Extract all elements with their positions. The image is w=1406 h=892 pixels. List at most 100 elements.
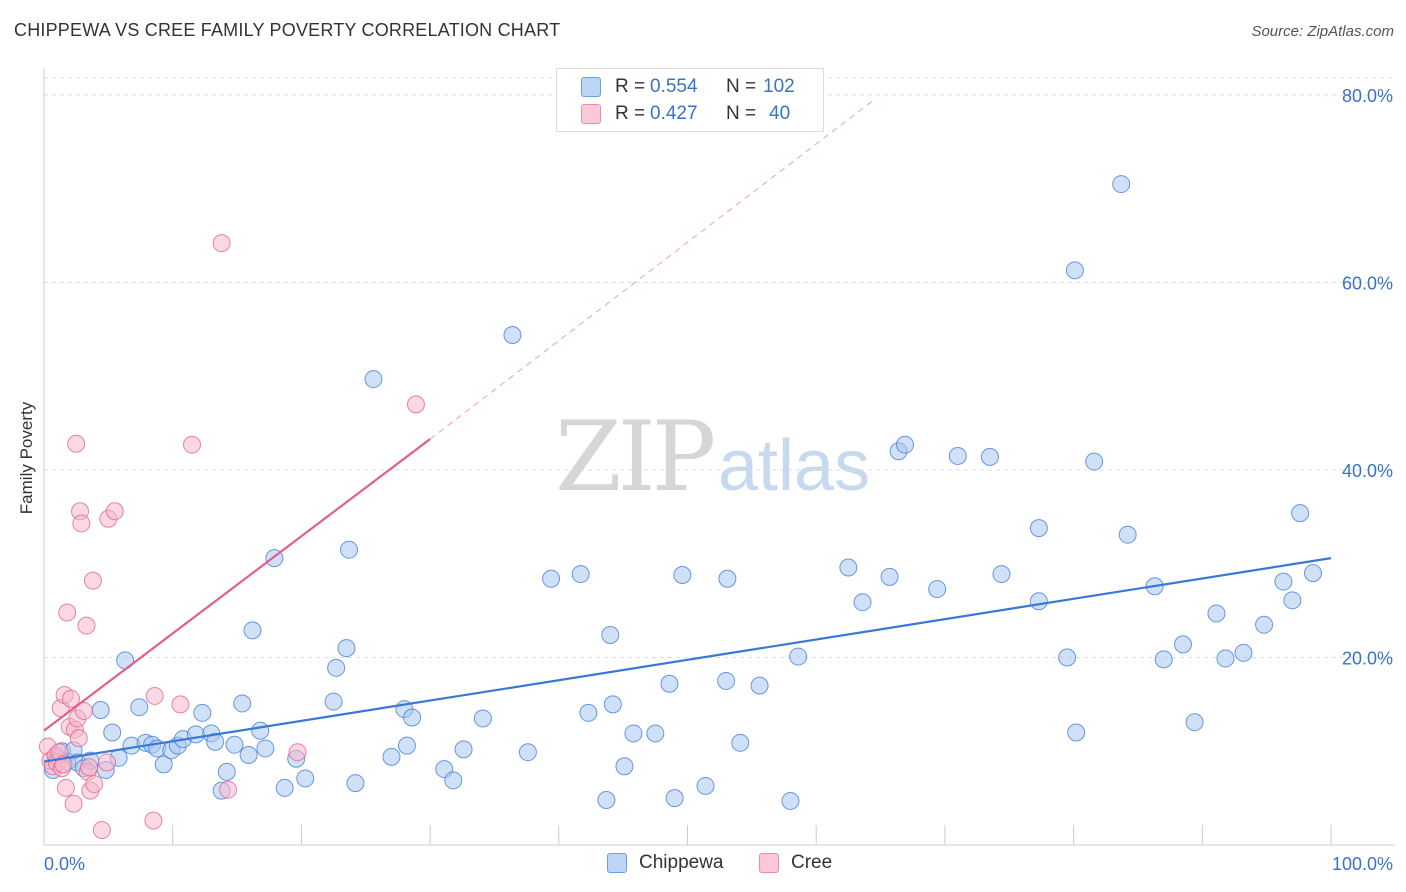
bottom-legend-label-cree: Cree [791,852,833,873]
point-chippewa [327,658,346,677]
point-chippewa [243,621,262,640]
point-chippewa [579,703,598,722]
point-chippewa [337,639,356,658]
point-chippewa [324,692,343,711]
point-cree [69,729,88,748]
legend-n-label: N = [726,103,757,124]
point-chippewa [928,580,947,599]
point-chippewa [853,593,872,612]
legend-swatch-cree [581,104,601,124]
point-chippewa [239,746,258,764]
legend-r-value: 0.427 [650,103,698,124]
point-cree [219,780,238,799]
bottom-legend-label-chippewa: Chippewa [639,852,724,873]
point-chippewa [992,565,1011,584]
point-chippewa [673,566,692,584]
point-chippewa [603,695,622,714]
point-chippewa [397,736,416,755]
point-chippewa [660,674,679,693]
point-cree [144,811,163,830]
watermark-zip: ZIP [555,401,714,513]
point-chippewa [217,762,236,781]
watermark-atlas: atlas [718,426,870,506]
point-chippewa [1283,591,1302,610]
x-tick-label: 100.0% [1332,854,1393,874]
source-label: Source: ZipAtlas.com [1251,23,1394,40]
point-chippewa [718,569,737,588]
trendline-extension-cree [429,99,875,440]
point-chippewa [473,709,492,728]
point-chippewa [364,370,383,389]
point-chippewa [980,447,999,466]
point-cree [62,689,81,708]
point-cree [56,778,75,797]
point-cree [74,701,93,720]
point-chippewa [1207,604,1226,623]
point-cree [77,616,96,635]
point-cree [64,794,83,813]
point-cree [145,686,164,705]
point-chippewa [1255,615,1274,634]
point-chippewa [454,740,473,759]
point-chippewa [665,789,684,808]
point-cree [83,571,102,590]
point-chippewa [646,724,665,743]
y-tick-label: 60.0% [1342,274,1393,294]
point-chippewa [781,791,800,810]
point-chippewa [503,326,522,344]
point-chippewa [750,676,769,695]
point-chippewa [186,725,205,744]
point-chippewa [1234,643,1253,662]
chart-title: CHIPPEWA VS CREE FAMILY POVERTY CORRELAT… [14,20,561,40]
point-chippewa [154,755,173,774]
point-chippewa [251,721,270,740]
point-cree [85,775,104,794]
point-chippewa [1291,504,1310,523]
legend-r-label: R = [615,76,646,97]
legend-n-value: 40 [769,103,791,124]
point-chippewa [615,757,634,776]
point-chippewa [1303,564,1322,583]
point-chippewa [1029,519,1048,538]
point-chippewa [948,446,967,465]
trendline-chippewa [43,557,1332,763]
point-chippewa [1085,452,1104,471]
point-cree [92,821,111,839]
y-tick-label: 40.0% [1342,461,1393,481]
point-chippewa [1065,261,1084,280]
point-cree [212,234,231,253]
point-chippewa [518,743,537,762]
point-chippewa [296,769,315,788]
trendline-cree [43,438,431,732]
legend-r-label: R = [615,103,646,124]
point-chippewa [542,569,561,588]
legend-n-label: N = [726,76,757,97]
point-chippewa [789,647,808,666]
point-chippewa [130,698,149,717]
point-cree [288,743,307,762]
point-chippewa [91,701,110,719]
point-cree [171,695,190,714]
point-chippewa [233,694,252,713]
point-chippewa [880,567,899,586]
x-tick-label: 0.0% [44,854,85,874]
point-cree [183,435,202,454]
point-cree [406,395,425,414]
point-chippewa [225,735,244,754]
y-tick-label: 20.0% [1342,649,1393,669]
point-chippewa [256,739,275,758]
y-tick-label: 80.0% [1342,86,1393,106]
point-chippewa [1029,592,1048,611]
legend-n-value: 102 [763,76,795,97]
point-chippewa [717,671,736,690]
point-chippewa [444,771,463,790]
point-chippewa [1067,723,1086,742]
legend-swatch-chippewa [581,77,601,97]
point-chippewa [696,776,715,795]
point-cree [98,753,117,772]
point-chippewa [1154,650,1173,669]
point-cree [80,758,99,777]
point-chippewa [1274,572,1293,591]
point-chippewa [346,774,365,793]
